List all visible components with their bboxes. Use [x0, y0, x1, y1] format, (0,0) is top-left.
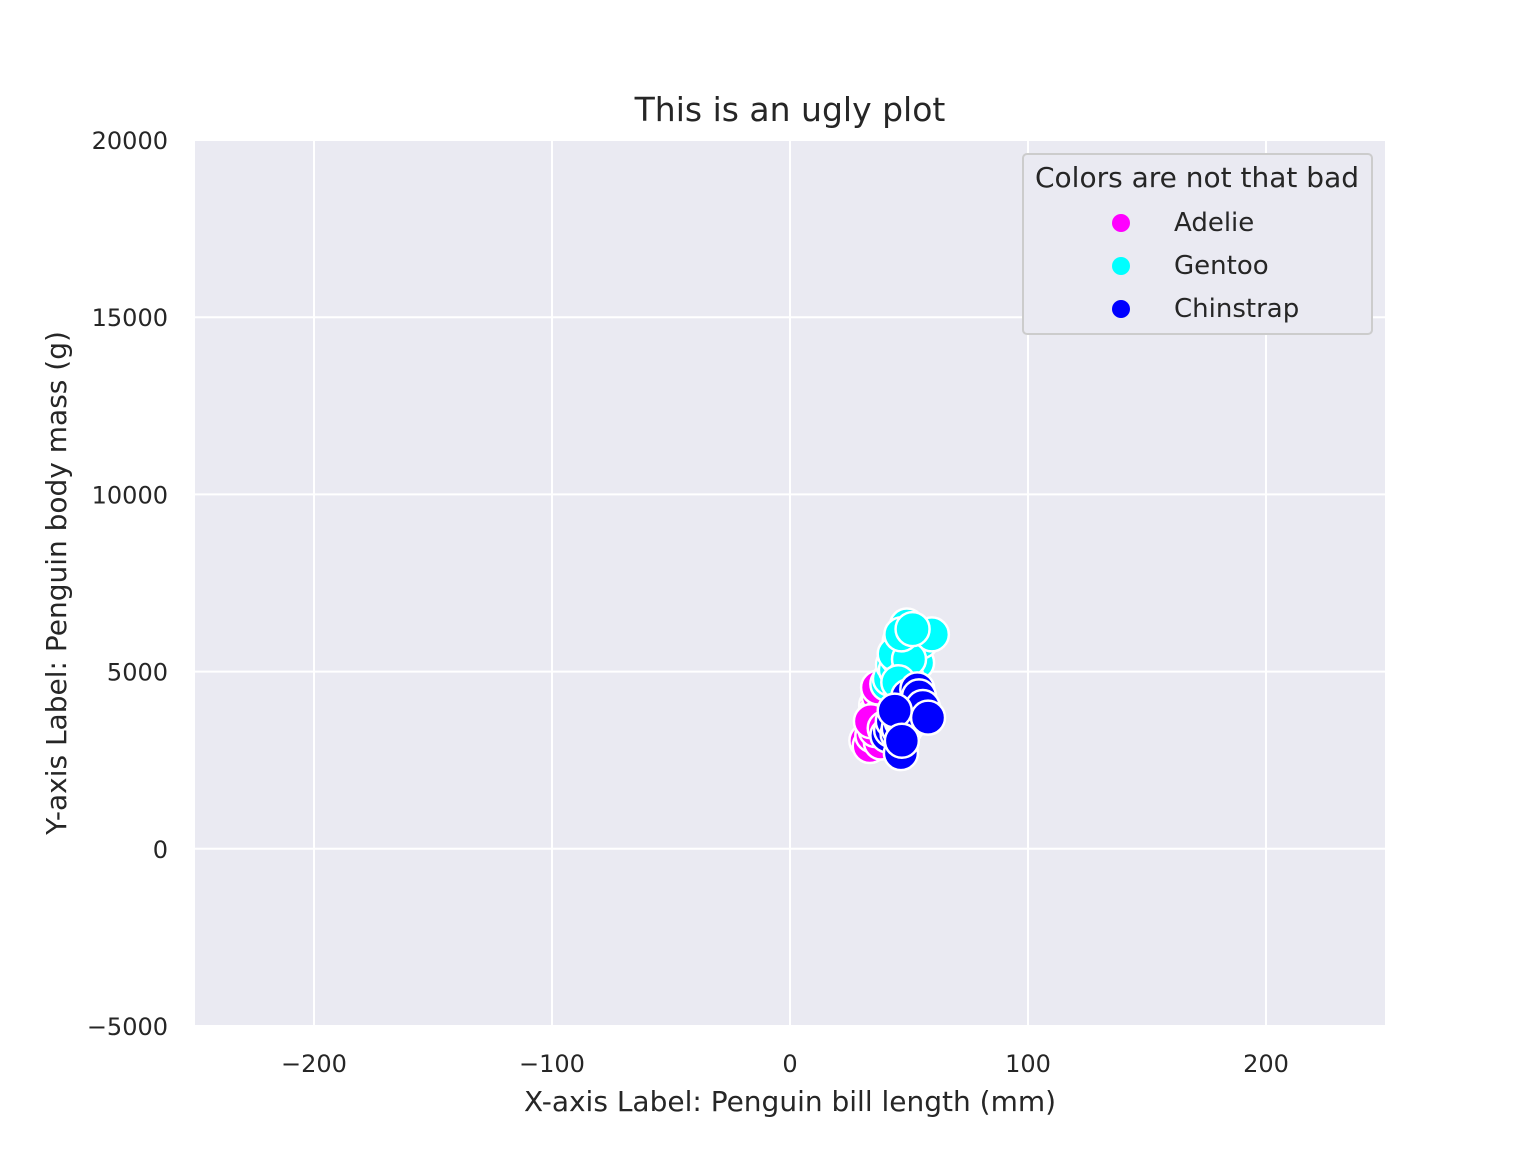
- legend-title: Colors are not that bad: [1035, 161, 1359, 194]
- x-tick-label: −100: [519, 1050, 585, 1078]
- legend-label-chinstrap: Chinstrap: [1174, 294, 1299, 324]
- data-points: [848, 607, 951, 772]
- x-tick-labels: −200 −100 0 100 200: [281, 1050, 1289, 1078]
- legend-items: Adelie Gentoo Chinstrap: [1112, 208, 1299, 324]
- legend-label-gentoo: Gentoo: [1174, 251, 1269, 281]
- data-point-chinstrap: [883, 722, 921, 759]
- legend-marker-chinstrap: [1112, 300, 1130, 318]
- data-point-chinstrap: [876, 692, 913, 729]
- y-tick-label: 5000: [107, 659, 168, 687]
- x-tick-label: 200: [1243, 1050, 1289, 1078]
- x-tick-label: 100: [1005, 1050, 1051, 1078]
- chart-title: This is an ugly plot: [634, 90, 946, 129]
- y-tick-label: 20000: [92, 127, 168, 155]
- y-tick-labels: −5000 0 5000 10000 15000 20000: [87, 127, 168, 1041]
- y-tick-label: −5000: [87, 1013, 168, 1041]
- data-point-gentoo: [894, 610, 931, 648]
- legend-marker-adelie: [1112, 214, 1130, 232]
- y-tick-label: 10000: [92, 481, 168, 509]
- y-tick-label: 15000: [92, 304, 168, 332]
- x-tick-label: 0: [782, 1050, 797, 1078]
- x-axis-label: X-axis Label: Penguin bill length (mm): [524, 1085, 1056, 1118]
- x-tick-label: −200: [281, 1050, 347, 1078]
- y-tick-label: 0: [153, 836, 168, 864]
- legend: Colors are not that bad Adelie Gentoo Chin…: [1022, 153, 1373, 335]
- legend-marker-gentoo: [1112, 257, 1130, 275]
- legend-label-adelie: Adelie: [1174, 208, 1254, 238]
- y-axis-label: Y-axis Label: Penguin body mass (g): [40, 331, 73, 836]
- legend-box: [1022, 153, 1373, 335]
